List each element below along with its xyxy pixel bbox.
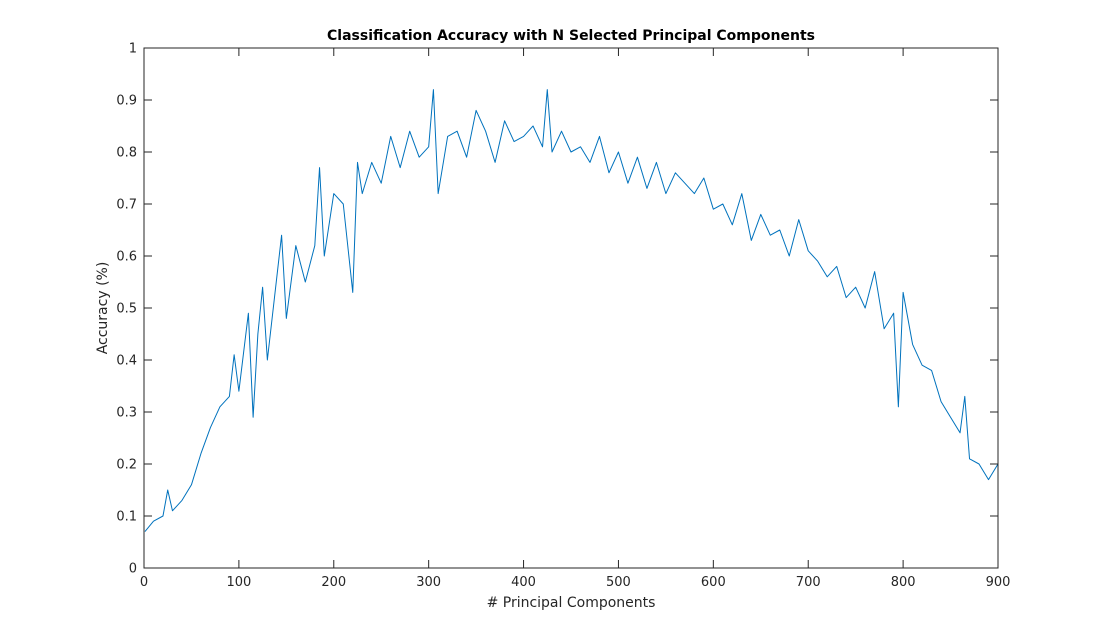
plot-area <box>144 48 998 568</box>
y-tick-label: 0.5 <box>116 302 137 317</box>
y-tick-label: 0 <box>129 562 137 577</box>
y-tick-label: 1 <box>129 42 137 57</box>
y-tick-label: 0.9 <box>116 94 137 109</box>
x-tick-label: 0 <box>140 575 148 590</box>
x-tick-label: 400 <box>511 575 536 590</box>
y-tick-label: 0.8 <box>116 146 137 161</box>
x-tick-label: 600 <box>701 575 726 590</box>
chart-title: Classification Accuracy with N Selected … <box>327 28 815 44</box>
series-line-0 <box>144 89 999 532</box>
y-tick-label: 0.6 <box>116 250 137 265</box>
axes-layer: 0 100 200 300 400 500 600 700 800 900 0 0.1 0.2 0.3 0.… <box>116 42 1010 591</box>
y-tick-label: 0.2 <box>116 458 137 473</box>
x-axis-label: # Principal Components <box>487 595 656 611</box>
y-tick-label: 0.7 <box>116 198 137 213</box>
x-tick-label: 200 <box>321 575 346 590</box>
x-tick-label: 300 <box>416 575 441 590</box>
x-tick-label: 700 <box>796 575 821 590</box>
x-tick-label: 500 <box>606 575 631 590</box>
y-tick-label: 0.3 <box>116 406 137 421</box>
x-tick-label: 900 <box>986 575 1011 590</box>
x-tick-label: 100 <box>226 575 251 590</box>
y-tick-label: 0.1 <box>116 510 137 525</box>
y-tick-label: 0.4 <box>116 354 137 369</box>
y-axis-label: Accuracy (%) <box>95 262 111 355</box>
x-tick-label: 800 <box>891 575 916 590</box>
data-layer <box>144 89 999 532</box>
